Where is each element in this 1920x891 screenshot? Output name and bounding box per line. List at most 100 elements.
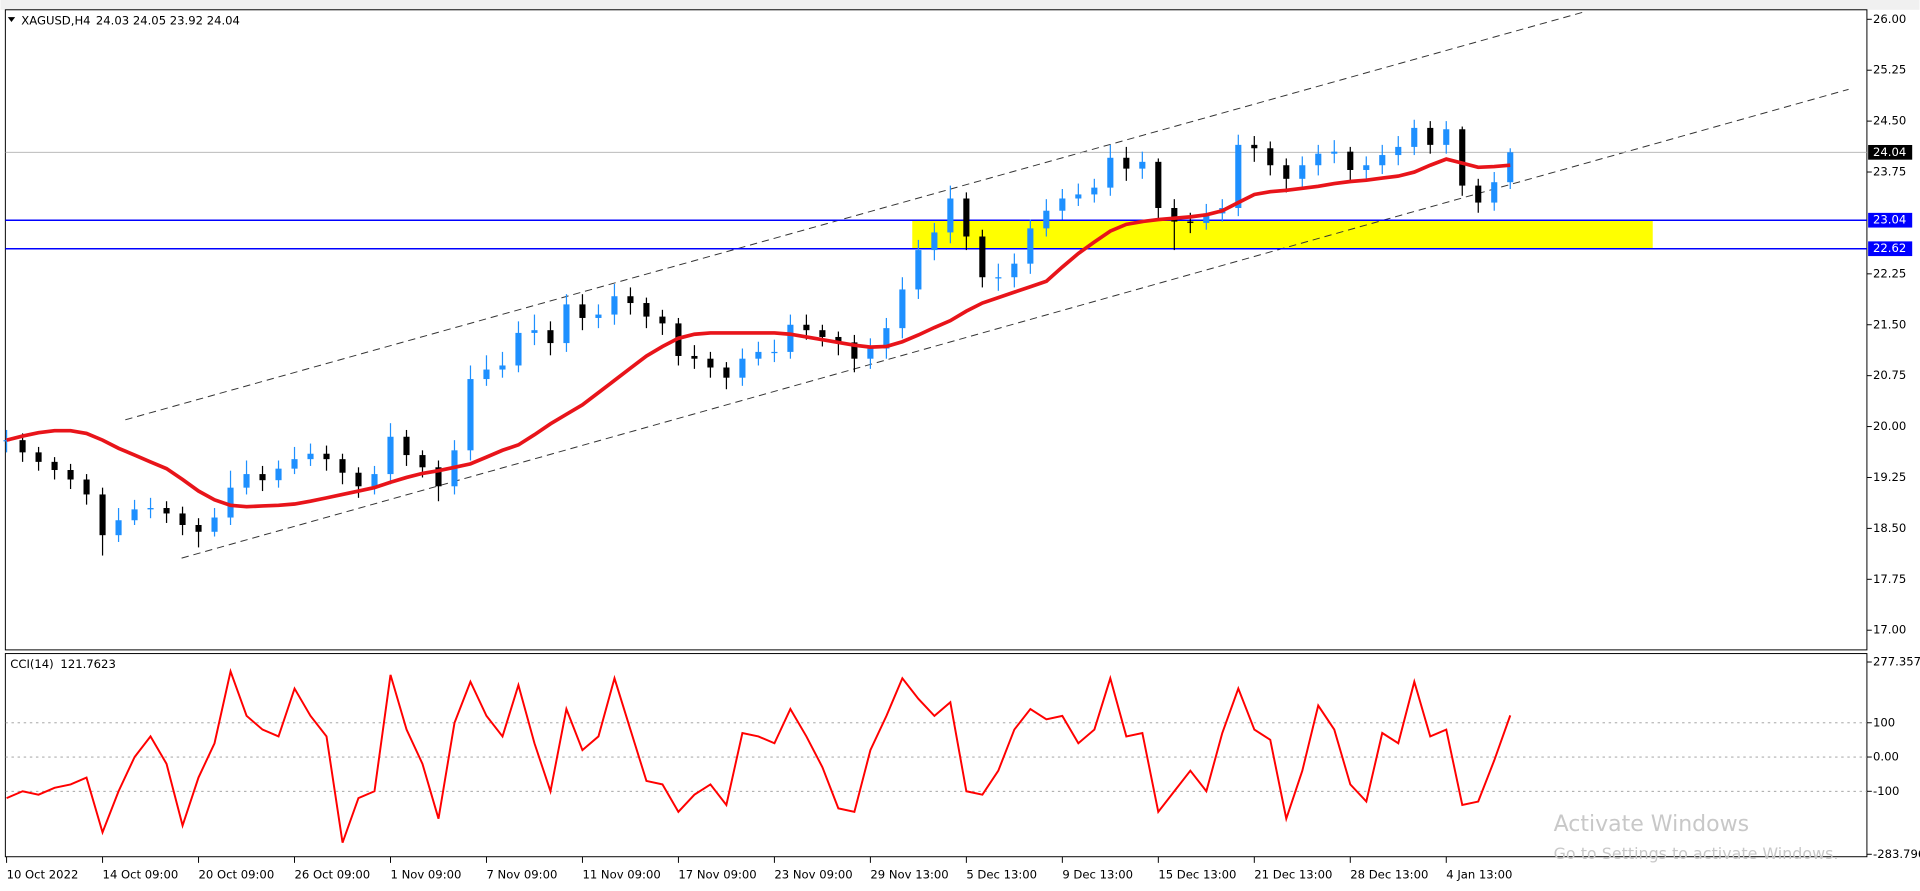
candle-body	[115, 520, 122, 536]
candle-body	[771, 351, 778, 354]
candle-body	[355, 472, 362, 487]
candle-body	[259, 474, 266, 481]
candle-body	[995, 277, 1002, 279]
candle-body	[1411, 127, 1418, 147]
candle-body	[387, 436, 394, 475]
y-tick-label: 277.357	[1873, 655, 1920, 669]
ohlc-text: 24.03 24.05 23.92 24.04	[96, 13, 240, 27]
price-tag	[1868, 144, 1913, 160]
candle-body	[1235, 144, 1242, 208]
candle-body	[163, 508, 170, 514]
candle-body	[627, 296, 634, 304]
candle-body	[51, 461, 58, 471]
candle-body	[323, 453, 330, 460]
y-tick-label: 18.50	[1873, 521, 1906, 535]
y-tick-label: 17.75	[1873, 572, 1906, 586]
channel-lower	[181, 88, 1849, 559]
x-tick-label: 5 Dec 13:00	[966, 868, 1037, 882]
candle-body	[707, 358, 714, 368]
y-tick-label: 21.50	[1873, 317, 1906, 331]
y-tick-label: 25.25	[1873, 63, 1906, 77]
candle-body	[1395, 146, 1402, 156]
candle-body	[963, 198, 970, 237]
x-tick-label: 26 Oct 09:00	[295, 868, 371, 882]
candle-body	[867, 348, 874, 359]
x-tick-label: 11 Nov 09:00	[582, 868, 660, 882]
x-tick-label: 14 Oct 09:00	[103, 868, 179, 882]
candle-body	[291, 459, 298, 469]
cci-panel	[4, 653, 1868, 858]
tab-strip	[0, 0, 1920, 10]
candle-body	[1443, 129, 1450, 145]
candle-body	[899, 289, 906, 329]
candle-body	[1155, 161, 1162, 208]
candle-body	[1491, 182, 1498, 203]
candle-body	[1363, 165, 1370, 170]
y-tick-label: 17.00	[1873, 623, 1906, 637]
candle-body	[1091, 187, 1098, 195]
cci-title: CCI(14)	[10, 657, 53, 671]
x-tick-label: 23 Nov 09:00	[774, 868, 852, 882]
candle-body	[803, 324, 810, 331]
candle-body	[3, 440, 10, 442]
support-zone	[912, 220, 1653, 249]
x-tick-label: 4 Jan 13:00	[1446, 868, 1512, 882]
candle-body	[931, 232, 938, 251]
menu-arrow	[7, 17, 16, 23]
candle-body	[1011, 263, 1018, 278]
candle-body	[147, 508, 154, 510]
cci-line	[6, 667, 1512, 843]
candle-body	[691, 355, 698, 359]
candle-body	[659, 316, 666, 324]
y-tick-label: 26.00	[1873, 12, 1906, 26]
candle-body	[1107, 157, 1114, 188]
candle-body	[83, 479, 90, 495]
candle-body	[1331, 151, 1338, 154]
watermark-title: Activate Windows	[1554, 812, 1750, 837]
x-tick-label: 17 Nov 09:00	[678, 868, 756, 882]
x-tick-label: 15 Dec 13:00	[1158, 868, 1236, 882]
candle-body	[947, 198, 954, 233]
candle-body	[1059, 198, 1066, 211]
candle-body	[1123, 157, 1130, 169]
symbol-title: XAGUSD,H4	[21, 13, 90, 27]
x-tick-label: 10 Oct 2022	[7, 868, 79, 882]
x-tick-label: 1 Nov 09:00	[390, 868, 461, 882]
price-label: 24.04	[1873, 145, 1906, 159]
candle-body	[307, 453, 314, 460]
y-tick-label: -100	[1873, 784, 1899, 798]
candle-body	[739, 358, 746, 378]
candle-body	[467, 379, 474, 451]
candle-body	[563, 304, 570, 344]
candle-body	[819, 330, 826, 337]
candle-body	[371, 474, 378, 487]
candle-body	[1507, 152, 1514, 183]
x-tick-label: 29 Nov 13:00	[870, 868, 948, 882]
candle-body	[787, 324, 794, 352]
candle-body	[195, 524, 202, 532]
candle-body	[1283, 165, 1290, 179]
x-tick-label: 28 Dec 13:00	[1350, 868, 1428, 882]
candle-body	[1027, 228, 1034, 264]
candle-body	[275, 468, 282, 481]
candle-body	[1251, 144, 1258, 149]
candle-body	[755, 351, 762, 359]
candle-body	[19, 440, 26, 453]
candle-body	[835, 336, 842, 343]
x-tick-label: 20 Oct 09:00	[199, 868, 275, 882]
candle-body	[1427, 127, 1434, 145]
candle-body	[35, 452, 42, 462]
candle-body	[883, 328, 890, 349]
candle-body	[515, 332, 522, 366]
candle-body	[243, 474, 250, 488]
y-tick-label: 19.25	[1873, 470, 1906, 484]
watermark-text: Go to Settings to activate Windows.	[1554, 844, 1839, 863]
candle-body	[435, 467, 442, 487]
channel-upper	[125, 11, 1584, 421]
candle-body	[1075, 194, 1082, 199]
candle-body	[915, 250, 922, 290]
candle-body	[611, 296, 618, 315]
y-tick-label: 100	[1873, 715, 1895, 729]
